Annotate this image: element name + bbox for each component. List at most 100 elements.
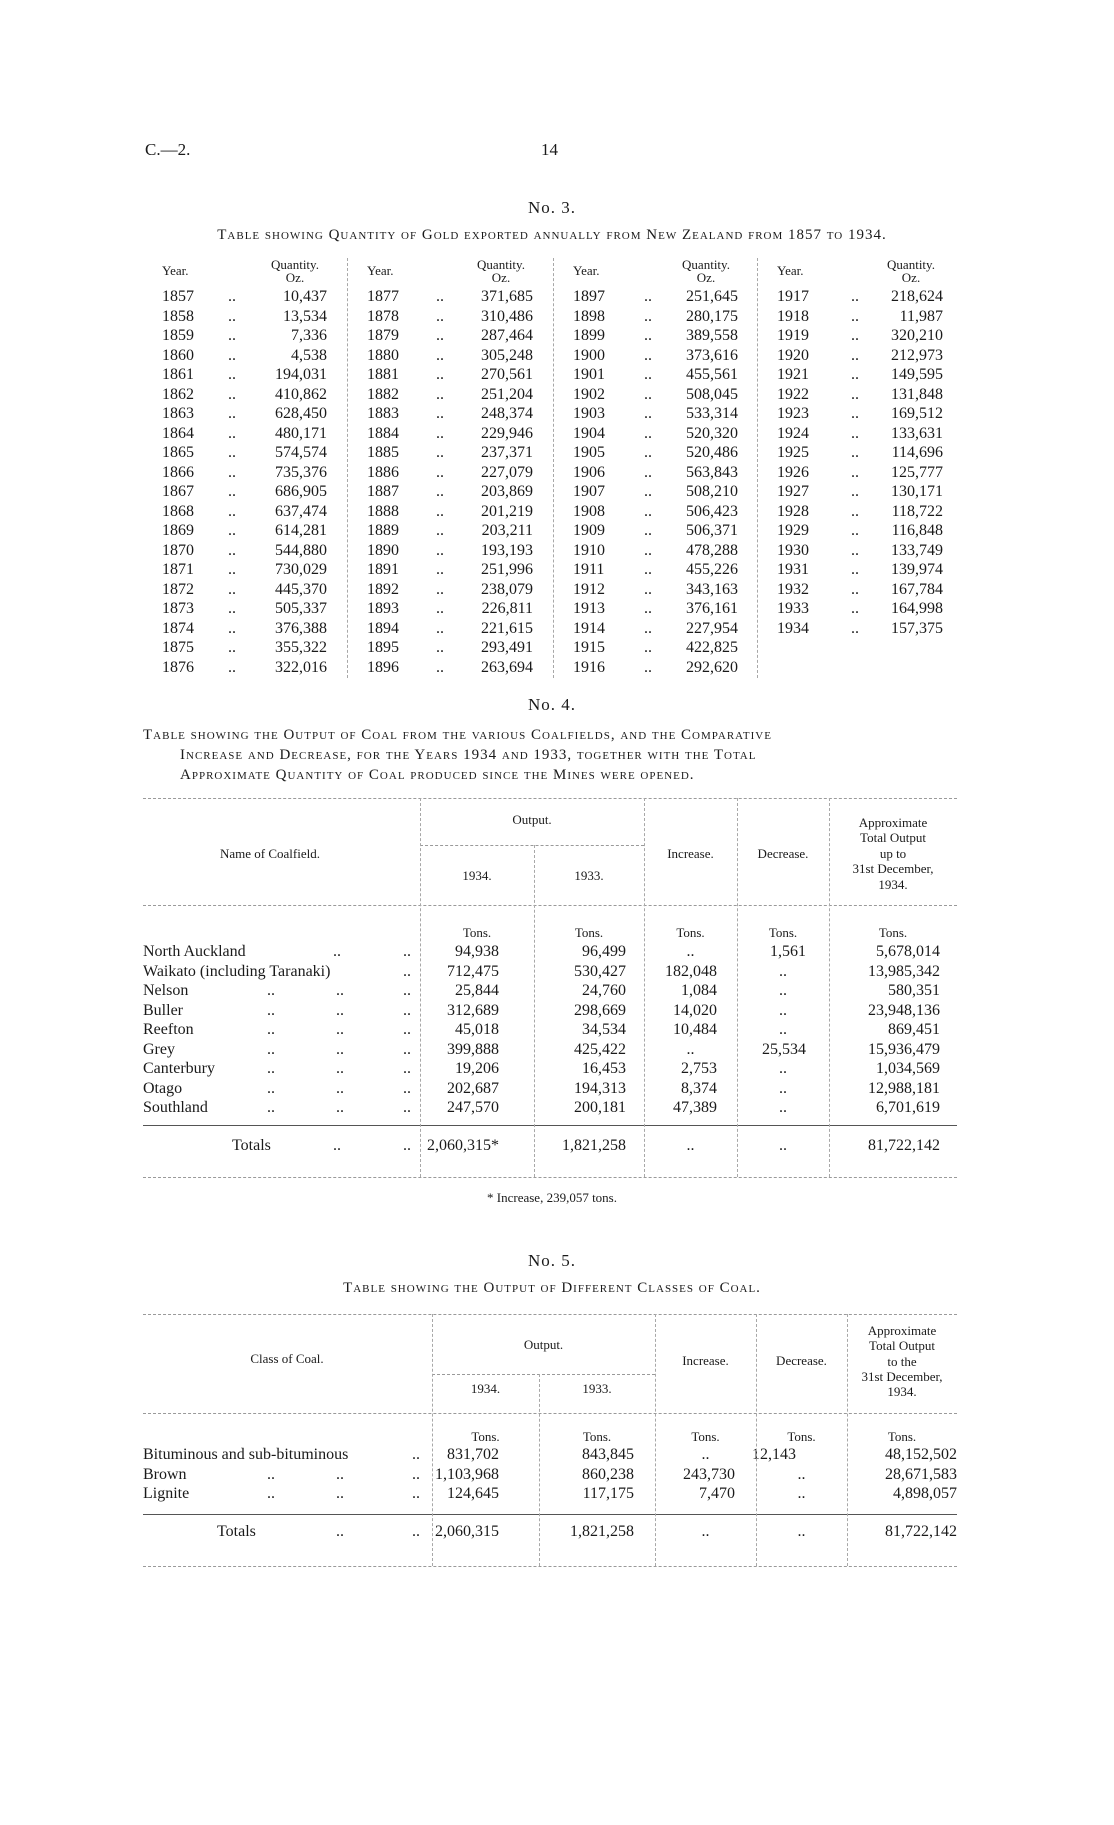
total-output-column-header: 31st December, xyxy=(861,1369,943,1384)
output-1934-cell: 712,475 xyxy=(447,962,499,980)
quantity-cell: 167,784 xyxy=(891,580,943,598)
row-name: Nelson xyxy=(143,982,189,999)
total-output-cell: 6,701,619 xyxy=(876,1099,940,1116)
column-divider xyxy=(756,1314,757,1566)
leader-dots: .. xyxy=(851,619,859,637)
leader-dots: .. xyxy=(267,982,275,999)
quantity-cell: 478,288 xyxy=(686,541,738,559)
leader-dots: .. xyxy=(851,483,859,500)
quantity-cell: 343,163 xyxy=(686,580,738,598)
year-cell: 1926 xyxy=(777,463,809,481)
leader-dots: .. xyxy=(436,444,444,461)
leader-dots: .. xyxy=(412,1465,420,1483)
leader-dots: .. xyxy=(228,366,236,383)
output-1934-cell: 45,018 xyxy=(455,1021,499,1038)
unit-label: Tons. xyxy=(787,1429,816,1444)
total-output-column-header: Approximate xyxy=(858,815,928,830)
quantity-cell: 520,320 xyxy=(686,424,738,442)
output-1934-cell: 247,570 xyxy=(447,1099,499,1116)
column-divider xyxy=(655,1314,656,1566)
year-cell: 1868 xyxy=(162,502,194,520)
quantity-cell: 305,248 xyxy=(481,346,533,364)
unit-label: Tons. xyxy=(878,925,908,940)
row-name: Grey xyxy=(143,1040,175,1058)
total-output-cell: 13,985,342 xyxy=(868,962,940,980)
year-cell: 1871 xyxy=(162,561,194,578)
leader-dots: .. xyxy=(403,1099,411,1116)
quantity-cell: 212,973 xyxy=(891,346,943,364)
leader-dots: .. xyxy=(403,1079,411,1097)
leader-dots: .. xyxy=(644,346,652,364)
leader-dots: .. xyxy=(228,288,236,305)
decrease-cell: .. xyxy=(779,1099,787,1116)
leader-dots: .. xyxy=(436,502,444,520)
year-cell: 1932 xyxy=(777,580,809,598)
quantity-cell: 118,722 xyxy=(891,502,943,520)
leader-dots: .. xyxy=(851,346,859,364)
quantity-unit-label: Oz. xyxy=(901,270,921,285)
row-name: Brown xyxy=(143,1465,187,1483)
total-output-cell: 81,722,142 xyxy=(868,1137,940,1154)
year-column-header: Year. xyxy=(367,263,394,278)
quantity-cell: 574,574 xyxy=(275,444,327,461)
total-output-cell: 1,034,569 xyxy=(876,1060,940,1077)
output-1934-cell: 94,938 xyxy=(455,943,499,960)
output-1933-cell: 425,422 xyxy=(574,1040,626,1058)
leader-dots: .. xyxy=(644,424,652,442)
decrease-column-header: Decrease. xyxy=(776,1353,827,1368)
quantity-cell: 238,079 xyxy=(481,580,533,598)
decrease-cell: .. xyxy=(779,1137,787,1154)
total-output-cell: 81,722,142 xyxy=(885,1523,957,1540)
decrease-column-header: Decrease. xyxy=(757,846,809,861)
quantity-cell: 203,869 xyxy=(481,483,533,500)
leader-dots: .. xyxy=(644,307,652,325)
leader-dots: .. xyxy=(403,982,411,999)
output-1933-cell: 34,534 xyxy=(582,1021,626,1038)
leader-dots: .. xyxy=(436,580,444,598)
quantity-cell: 445,370 xyxy=(275,580,327,598)
quantity-cell: 13,534 xyxy=(283,307,327,325)
quantity-cell: 508,210 xyxy=(686,483,738,500)
quantity-cell: 293,491 xyxy=(481,639,533,656)
table4-title-line-1: Table showing the Output of Coal from th… xyxy=(143,727,772,743)
year-cell: 1934 xyxy=(777,619,809,637)
year-cell: 1890 xyxy=(367,541,399,559)
leader-dots: .. xyxy=(436,327,444,344)
row-name: North Auckland xyxy=(143,943,246,960)
quantity-cell: 251,996 xyxy=(481,561,533,578)
column-divider xyxy=(539,1374,540,1566)
rule-line xyxy=(143,1314,957,1315)
quantity-cell: 237,371 xyxy=(481,444,533,461)
output-1933-cell: 24,760 xyxy=(582,982,626,999)
unit-label: Tons. xyxy=(574,925,604,940)
row-name: Buller xyxy=(143,1001,183,1019)
table4-number: No. 4. xyxy=(527,695,577,714)
year-cell: 1863 xyxy=(162,405,194,422)
total-output-cell: 23,948,136 xyxy=(868,1001,940,1019)
year-cell: 1904 xyxy=(573,424,605,442)
leader-dots: .. xyxy=(436,522,444,539)
year-cell: 1895 xyxy=(367,639,399,656)
year-cell: 1884 xyxy=(367,424,399,442)
leader-dots: .. xyxy=(403,1001,411,1019)
output-1933-cell: 1,821,258 xyxy=(570,1523,634,1540)
output-column-header: Output. xyxy=(512,812,552,827)
year-cell: 1924 xyxy=(777,424,809,442)
column-divider xyxy=(847,1314,848,1566)
table4-footnote: * Increase, 239,057 tons. xyxy=(487,1190,617,1205)
leader-dots: .. xyxy=(267,1040,275,1058)
leader-dots: .. xyxy=(851,541,859,559)
year-cell: 1909 xyxy=(573,522,605,539)
quantity-cell: 116,848 xyxy=(891,522,943,539)
leader-dots: .. xyxy=(228,502,236,520)
leader-dots: .. xyxy=(644,658,652,676)
decrease-cell: .. xyxy=(779,982,787,999)
leader-dots: .. xyxy=(851,288,859,305)
leader-dots: .. xyxy=(228,580,236,598)
leader-dots: .. xyxy=(412,1446,420,1463)
total-output-column-header: 1934. xyxy=(887,1384,917,1399)
output-column-header: Output. xyxy=(523,1337,564,1352)
row-name: Bituminous and sub-bituminous xyxy=(143,1446,349,1463)
leader-dots: .. xyxy=(644,483,652,500)
year-cell: 1927 xyxy=(777,483,809,500)
